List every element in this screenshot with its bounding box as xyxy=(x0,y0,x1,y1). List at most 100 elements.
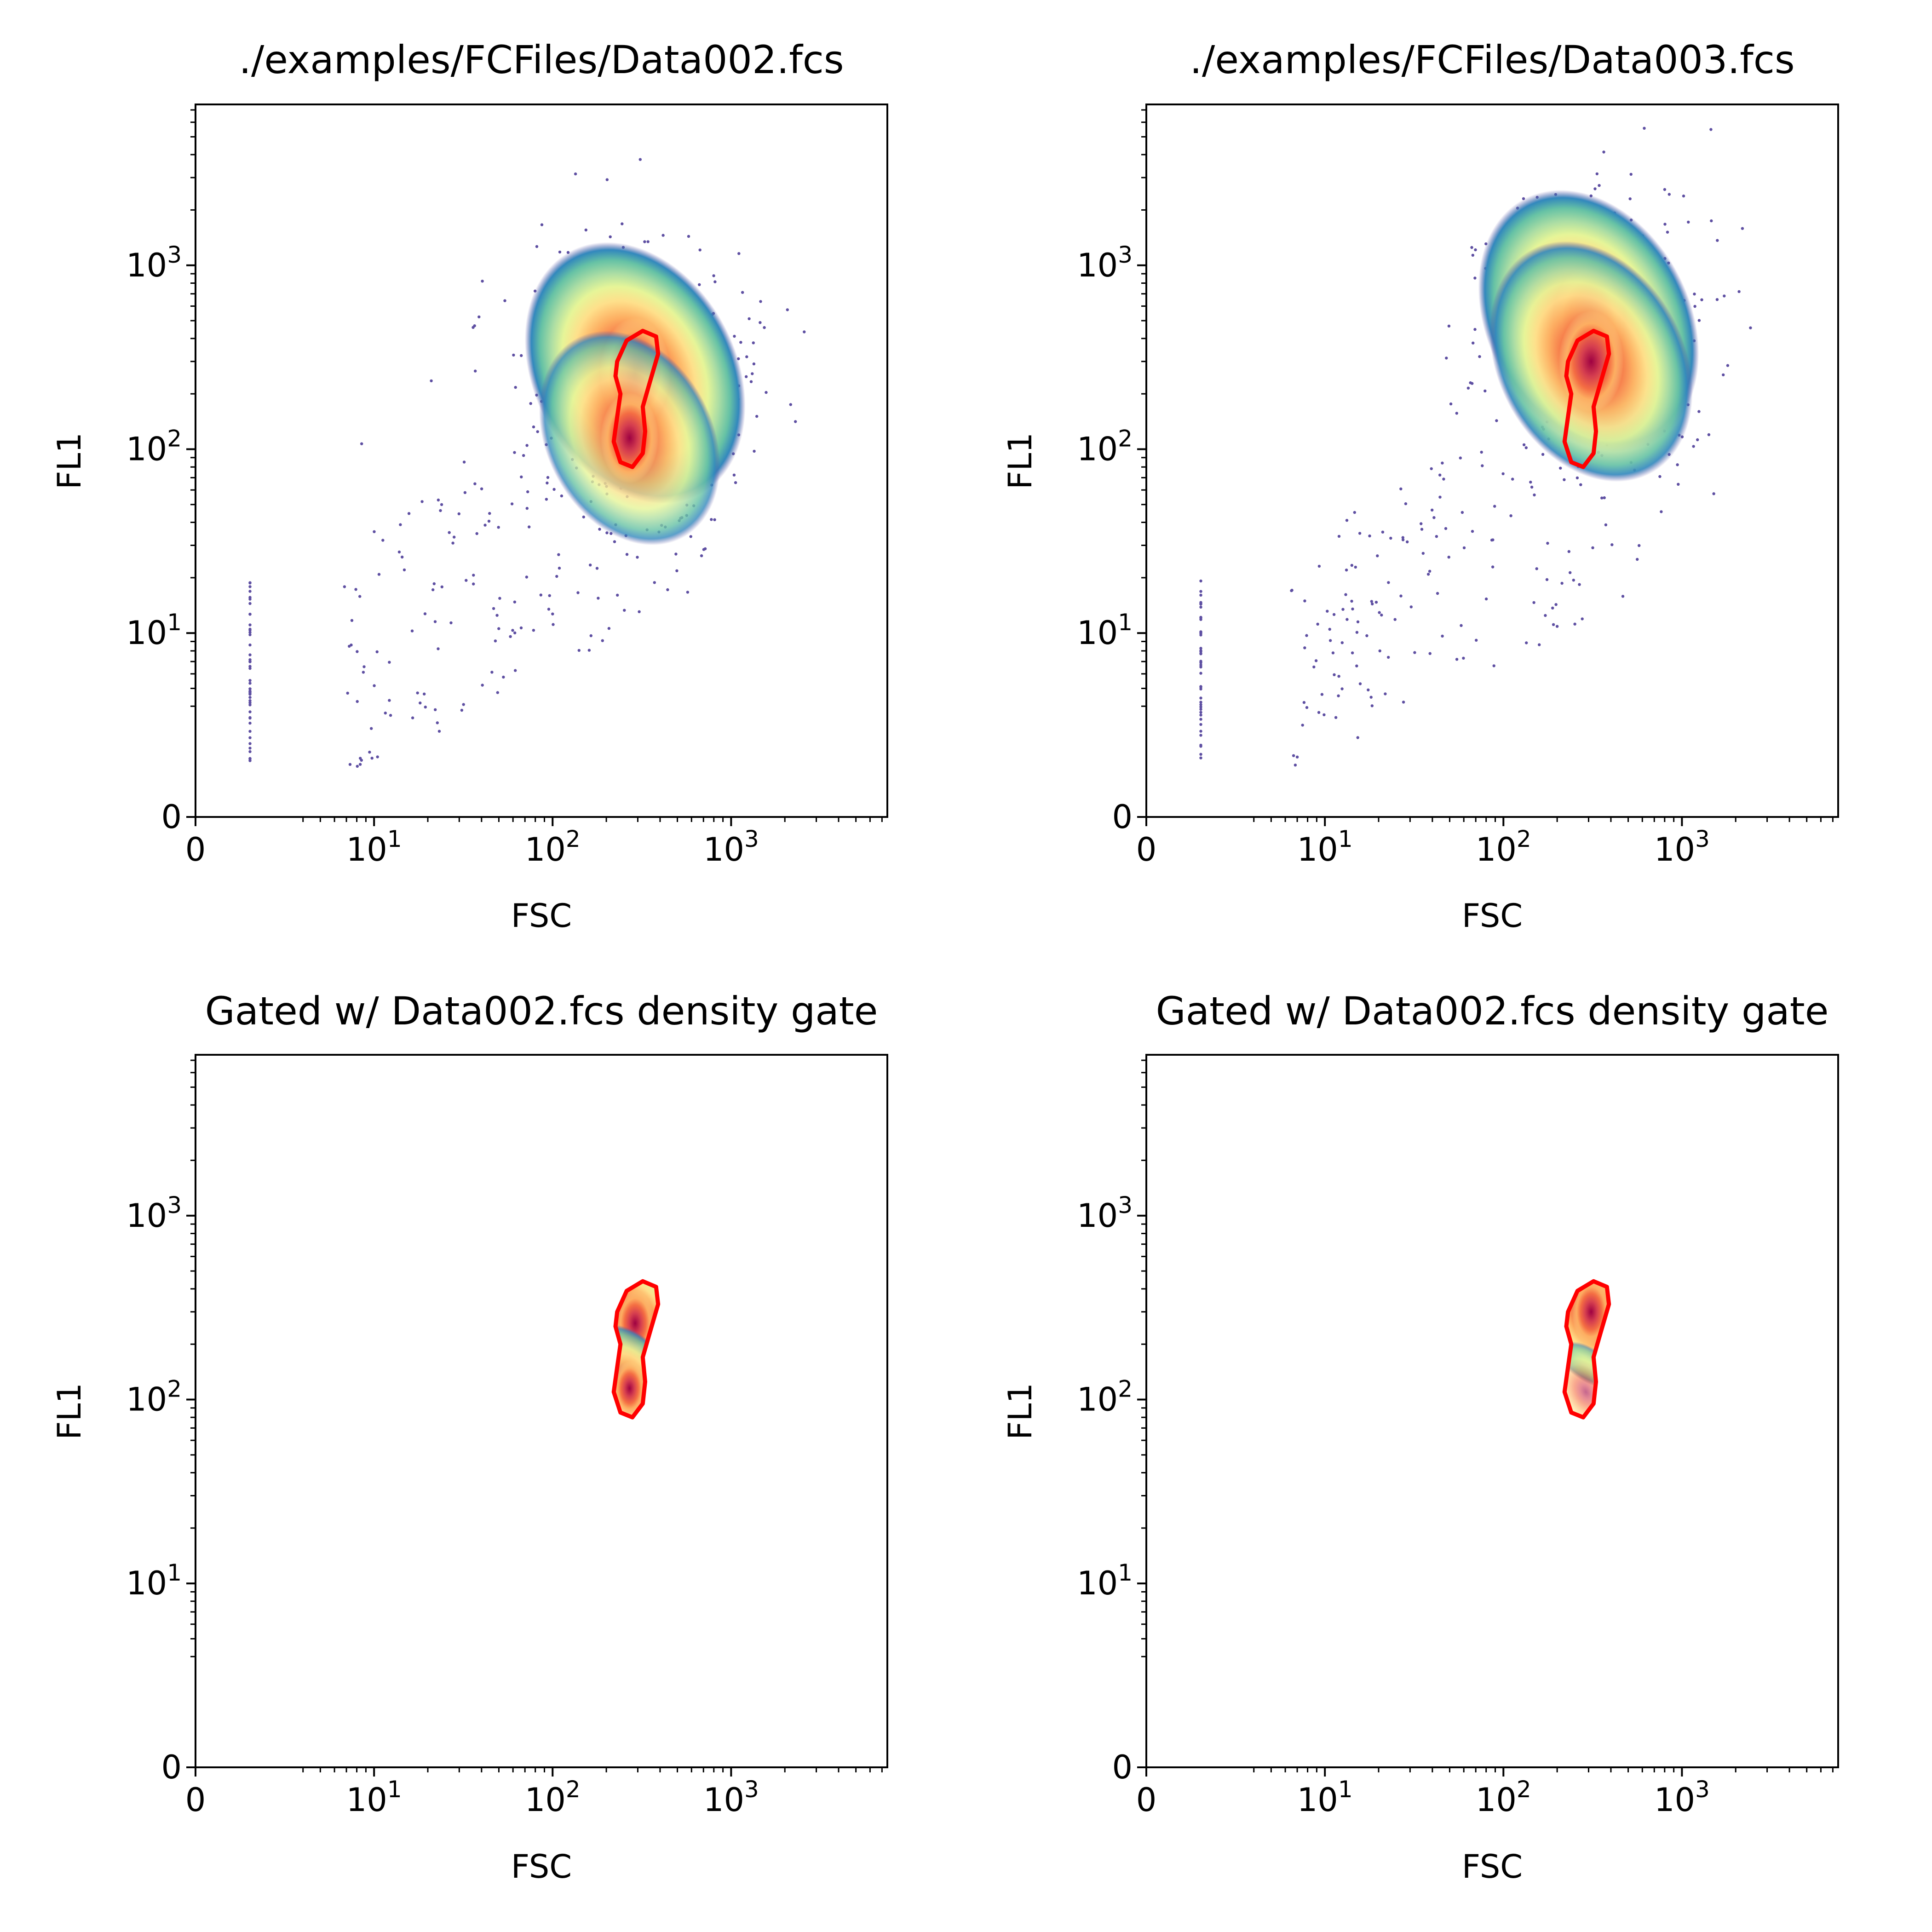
x-tick-label: 0 xyxy=(185,1781,206,1819)
data-point xyxy=(368,750,371,754)
y-tick-exponent: 3 xyxy=(1118,1192,1133,1219)
data-point xyxy=(546,476,550,479)
data-point xyxy=(605,178,609,181)
data-point xyxy=(558,250,562,254)
x-tick-label: 102 xyxy=(1476,1776,1531,1819)
data-point xyxy=(1340,641,1344,644)
data-point xyxy=(1666,230,1669,234)
density-core xyxy=(600,392,659,483)
data-point xyxy=(1345,519,1349,522)
data-point xyxy=(1501,472,1505,476)
gate-contour xyxy=(611,1279,661,1420)
data-point xyxy=(1303,599,1306,603)
density-blob xyxy=(1564,1341,1609,1418)
y-ticks: 0 101 102 103 xyxy=(1077,242,1146,836)
data-point xyxy=(474,369,477,373)
gate-contour xyxy=(1562,328,1611,469)
data-point xyxy=(745,355,748,358)
data-point xyxy=(712,274,715,277)
data-point xyxy=(494,639,497,643)
data-point xyxy=(1693,305,1696,308)
data-point xyxy=(621,222,624,225)
data-point xyxy=(1369,696,1373,699)
data-point xyxy=(430,379,433,383)
data-point xyxy=(248,643,252,647)
y-tick-exponent: 1 xyxy=(1118,609,1133,636)
plot-area: 0 101 102 103 0 101 102 103 xyxy=(126,104,888,868)
data-point xyxy=(1199,650,1202,653)
data-point xyxy=(473,324,476,328)
data-point xyxy=(1643,126,1646,130)
data-point xyxy=(1399,487,1403,491)
data-point xyxy=(1663,223,1667,226)
data-point xyxy=(763,326,766,329)
y-tick-label: 0 xyxy=(1112,1748,1133,1786)
data-point xyxy=(1387,581,1390,584)
y-tick-label: 102 xyxy=(1077,1375,1133,1418)
y-tick-exponent: 3 xyxy=(167,242,182,268)
data-point xyxy=(700,554,703,558)
data-point xyxy=(1199,605,1202,609)
data-point xyxy=(248,679,252,682)
x-tick-label: 103 xyxy=(1654,826,1710,868)
data-point xyxy=(1555,625,1559,628)
data-point xyxy=(1305,706,1309,709)
data-point xyxy=(703,547,707,551)
data-point xyxy=(574,172,577,176)
data-point xyxy=(407,512,411,515)
data-point xyxy=(423,612,427,615)
density-layer xyxy=(1478,190,1699,482)
data-point xyxy=(698,283,701,286)
data-point xyxy=(1441,461,1444,465)
data-point xyxy=(1199,734,1202,737)
data-point xyxy=(1435,535,1438,538)
data-point xyxy=(1393,618,1397,621)
data-point xyxy=(1480,450,1483,454)
data-point xyxy=(1726,364,1730,367)
data-point xyxy=(248,602,252,605)
data-point xyxy=(1470,246,1473,249)
y-axis-label: FL1 xyxy=(1001,1383,1039,1440)
x-tick-exponent: 1 xyxy=(387,1776,402,1803)
data-point xyxy=(1697,410,1701,413)
data-point xyxy=(520,354,523,357)
data-point xyxy=(488,512,491,515)
data-point xyxy=(1402,701,1405,704)
data-point xyxy=(589,564,592,567)
data-point xyxy=(1737,290,1741,293)
minor-ticks xyxy=(1141,109,1834,822)
data-point xyxy=(1473,328,1477,331)
data-point xyxy=(1199,663,1202,667)
data-point xyxy=(1376,554,1379,558)
data-point xyxy=(348,763,352,766)
data-point xyxy=(1462,546,1466,550)
data-point xyxy=(1491,538,1495,541)
data-point xyxy=(1421,552,1425,555)
data-point xyxy=(1509,514,1512,518)
data-point xyxy=(356,765,359,768)
panel-title: Gated w/ Data002.fcs density gate xyxy=(1156,989,1829,1034)
data-point xyxy=(535,245,539,248)
data-point xyxy=(503,299,506,302)
data-point xyxy=(350,644,353,647)
data-point xyxy=(1333,673,1336,677)
data-point xyxy=(1629,172,1633,176)
data-point xyxy=(416,691,419,695)
data-point xyxy=(752,362,756,366)
data-point xyxy=(520,475,523,479)
y-tick-exponent: 2 xyxy=(167,1375,182,1402)
data-point xyxy=(1430,467,1433,471)
data-point xyxy=(1354,565,1357,569)
data-point xyxy=(1460,624,1463,627)
data-point xyxy=(1295,755,1299,759)
data-point xyxy=(1420,522,1423,525)
data-point xyxy=(1567,550,1570,553)
data-point xyxy=(1199,756,1202,759)
data-point xyxy=(434,708,437,712)
data-point xyxy=(1428,569,1432,573)
data-point xyxy=(1663,188,1667,191)
data-point xyxy=(1294,764,1297,767)
data-point xyxy=(1687,220,1690,224)
data-point xyxy=(1374,601,1378,604)
y-tick-exponent: 2 xyxy=(167,425,182,452)
